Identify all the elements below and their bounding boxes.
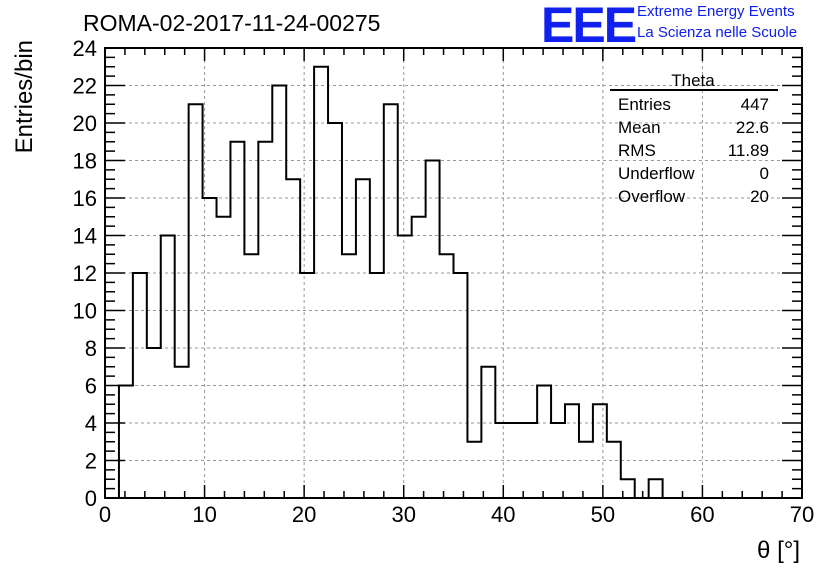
y-tick-label: 10 xyxy=(73,299,97,324)
x-tick-label: 40 xyxy=(491,502,515,527)
stats-row-label: Entries xyxy=(618,95,671,114)
y-tick-label: 6 xyxy=(85,374,97,399)
stats-rows: Entries 447 Mean 22.6 RMS 11.89 Underflow 0 Over… xyxy=(618,95,769,206)
eee-logo: EEE xyxy=(541,0,637,53)
histogram-outline xyxy=(105,65,802,499)
grid xyxy=(105,48,802,498)
y-tick-label: 8 xyxy=(85,336,97,361)
x-tick-label: 20 xyxy=(292,502,316,527)
y-tick-label: 12 xyxy=(73,261,97,286)
y-axis-label: Entries/bin xyxy=(11,40,38,153)
stats-row-value: 22.6 xyxy=(736,118,769,137)
stats-row-value: 20 xyxy=(750,187,769,206)
chart-title: ROMA-02-2017-11-24-00275 xyxy=(83,10,381,36)
stats-row-value: 447 xyxy=(741,95,769,114)
y-tick-label: 14 xyxy=(73,224,97,249)
y-tick-label: 20 xyxy=(73,111,97,136)
x-tick-label: 60 xyxy=(690,502,714,527)
stats-row-label: RMS xyxy=(618,141,656,160)
y-tick-label: 24 xyxy=(73,36,97,61)
x-tick-label: 30 xyxy=(391,502,415,527)
x-tick-label: 70 xyxy=(790,502,814,527)
x-tick-label: 10 xyxy=(192,502,216,527)
x-tick-label: 0 xyxy=(99,502,111,527)
x-tick-label: 50 xyxy=(591,502,615,527)
logo-subtitle-2: La Scienza nelle Scuole xyxy=(637,24,798,41)
stats-row-label: Mean xyxy=(618,118,661,137)
stats-box: Theta Entries 447 Mean 22.6 RMS 11.89 Underflo… xyxy=(610,71,778,206)
plot-frame xyxy=(104,47,803,499)
y-tick-label: 18 xyxy=(73,149,97,174)
stats-row-value: 0 xyxy=(760,164,769,183)
x-tick-labels: 0 10 20 30 40 50 60 70 xyxy=(99,502,814,527)
y-tick-label: 4 xyxy=(85,411,97,436)
y-tick-label: 2 xyxy=(85,449,97,474)
x-axis-label: θ [°] xyxy=(757,537,800,564)
stats-box-title: Theta xyxy=(671,71,715,90)
logo-subtitle-1: Extreme Energy Events xyxy=(637,3,795,20)
stats-row-value: 11.89 xyxy=(728,141,769,160)
y-tick-label: 16 xyxy=(73,186,97,211)
stats-row-label: Underflow xyxy=(618,164,695,183)
y-tick-label: 22 xyxy=(73,74,97,99)
stats-row-label: Overflow xyxy=(618,187,686,206)
y-tick-label: 0 xyxy=(85,486,97,511)
